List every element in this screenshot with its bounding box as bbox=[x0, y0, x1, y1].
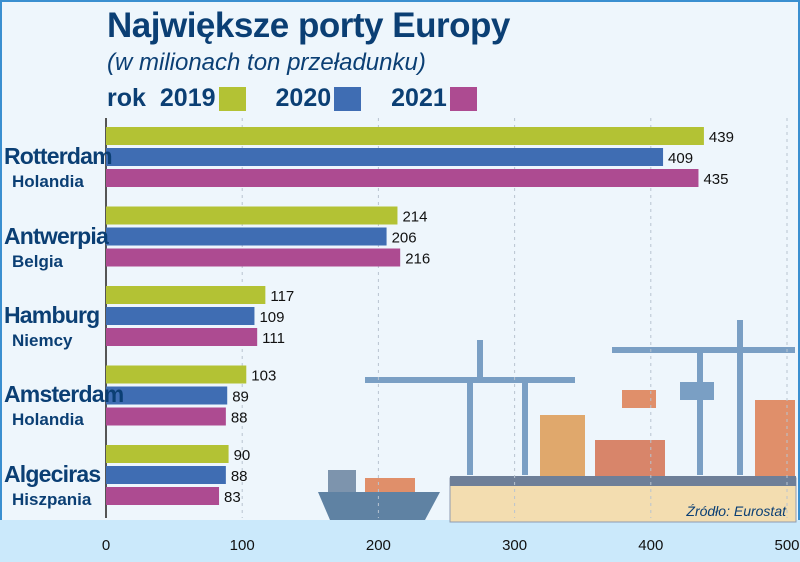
bar-rotterdam-2020 bbox=[106, 148, 664, 166]
port-illustration bbox=[0, 320, 800, 562]
legend-label-2021: 2021 bbox=[391, 84, 447, 112]
x-tick-label: 400 bbox=[638, 537, 663, 554]
country-name: Holandia bbox=[12, 410, 84, 429]
port-name: Rotterdam bbox=[4, 143, 113, 169]
legend-label-2019: 2019 bbox=[159, 84, 216, 112]
bar-hamburg-2019 bbox=[106, 286, 266, 304]
x-tick-label: 300 bbox=[502, 537, 527, 554]
x-tick-label: 200 bbox=[366, 537, 391, 554]
category-hamburg: Hamburg Niemcy bbox=[4, 302, 100, 351]
hanging-container-2 bbox=[680, 382, 714, 400]
data-label: 435 bbox=[703, 171, 728, 188]
bar-algeciras-2021 bbox=[106, 487, 220, 505]
bar-amsterdam-2021 bbox=[106, 407, 226, 426]
legend: rok 2019 2020 2021 bbox=[107, 84, 507, 113]
data-label: 103 bbox=[251, 368, 276, 385]
source-note: Źródło: Eurostat bbox=[686, 503, 786, 519]
category-rotterdam: Rotterdam Holandia bbox=[4, 143, 113, 192]
bar-rotterdam-2019 bbox=[106, 127, 704, 145]
category-amsterdam: Amsterdam Holandia bbox=[4, 381, 124, 430]
legend-swatch-2021 bbox=[449, 86, 477, 111]
data-label: 439 bbox=[709, 129, 734, 146]
data-label: 88 bbox=[231, 468, 248, 485]
water bbox=[0, 520, 800, 562]
country-name: Niemcy bbox=[12, 331, 73, 350]
chart-subtitle: (w milionach ton przeładunku) bbox=[107, 49, 426, 76]
category-algeciras: Algeciras Hiszpania bbox=[4, 461, 101, 510]
x-tick-label: 0 bbox=[102, 537, 110, 554]
country-name: Hiszpania bbox=[12, 490, 92, 509]
legend-swatch-2019 bbox=[218, 86, 246, 111]
bar-algeciras-2020 bbox=[106, 466, 226, 484]
ship-containers bbox=[365, 478, 415, 492]
crane-icon bbox=[365, 340, 575, 475]
data-label: 109 bbox=[259, 309, 284, 326]
data-label: 214 bbox=[402, 209, 427, 226]
data-label: 88 bbox=[231, 410, 248, 427]
data-label: 216 bbox=[405, 251, 430, 268]
container-stack-2 bbox=[755, 400, 795, 476]
country-name: Belgia bbox=[12, 252, 64, 271]
bar-amsterdam-2020 bbox=[106, 386, 228, 405]
bar-hamburg-2020 bbox=[106, 307, 255, 325]
container-stack bbox=[540, 415, 585, 476]
data-label: 111 bbox=[262, 330, 285, 347]
bar-antwerpia-2020 bbox=[106, 227, 387, 246]
data-label: 117 bbox=[270, 288, 294, 305]
bar-rotterdam-2021 bbox=[106, 169, 699, 187]
ship-icon bbox=[318, 492, 440, 520]
data-label: 89 bbox=[232, 389, 249, 406]
country-name: Holandia bbox=[12, 172, 84, 191]
legend-swatch-2020 bbox=[334, 86, 362, 111]
data-label: 90 bbox=[234, 447, 251, 464]
bar-algeciras-2019 bbox=[106, 445, 229, 463]
data-label: 409 bbox=[668, 150, 693, 167]
bar-hamburg-2021 bbox=[106, 328, 258, 346]
x-tick-label: 100 bbox=[230, 537, 255, 554]
hanging-container bbox=[622, 390, 656, 408]
port-name: Algeciras bbox=[4, 461, 101, 487]
bar-antwerpia-2021 bbox=[106, 248, 401, 267]
crane-icon-2 bbox=[612, 320, 795, 475]
port-name: Antwerpia bbox=[4, 223, 109, 249]
data-label: 206 bbox=[392, 230, 417, 247]
data-label: 83 bbox=[224, 489, 241, 506]
chart-title: Największe porty Europy bbox=[107, 6, 510, 45]
bar-amsterdam-2019 bbox=[106, 365, 247, 384]
ship-bridge bbox=[328, 470, 356, 492]
category-antwerpia: Antwerpia Belgia bbox=[4, 223, 109, 272]
quay-edge bbox=[450, 476, 796, 486]
port-name: Amsterdam bbox=[4, 381, 124, 407]
x-tick-label: 500 bbox=[774, 537, 799, 554]
port-name: Hamburg bbox=[4, 302, 100, 328]
bar-antwerpia-2019 bbox=[106, 206, 398, 225]
legend-label-2020: 2020 bbox=[275, 84, 332, 112]
warehouse bbox=[595, 440, 665, 476]
legend-prefix: rok bbox=[107, 84, 146, 112]
